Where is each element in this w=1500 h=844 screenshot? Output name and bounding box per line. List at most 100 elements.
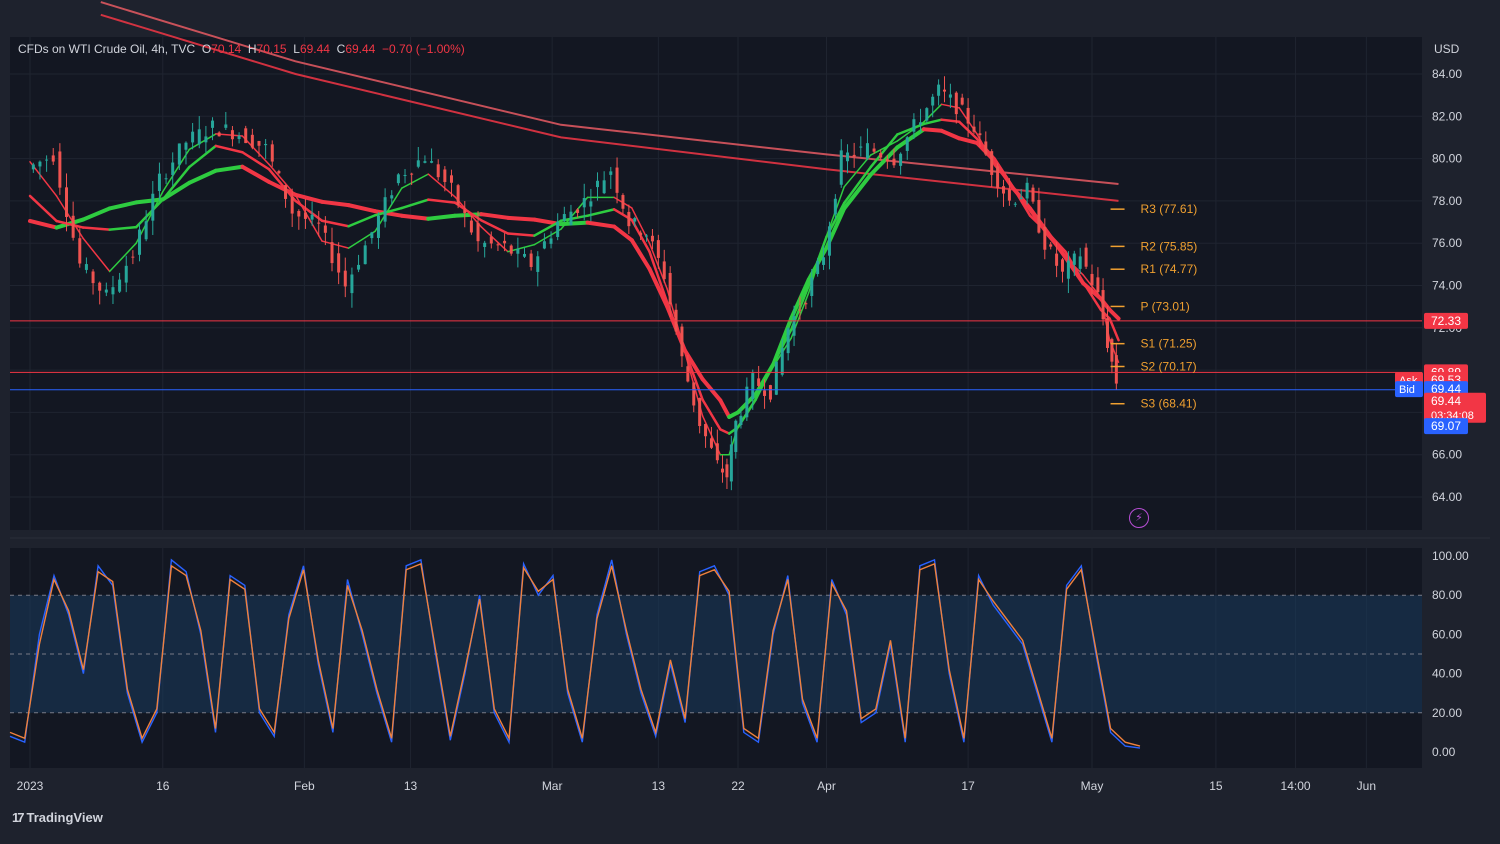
candle-body [104, 289, 108, 293]
ribbon-segment [479, 212, 510, 220]
pivot-label: S2 (70.17) [1141, 360, 1197, 374]
candle-body [892, 158, 896, 166]
ribbon-segment [107, 200, 139, 211]
candle-body [984, 141, 988, 155]
ribbon-segment [81, 206, 112, 222]
ribbon-segment [346, 203, 378, 214]
change-value: −0.70 (−1.00%) [382, 42, 465, 56]
x-tick-label: Mar [542, 779, 563, 793]
candle-body [403, 174, 407, 176]
candle-body [290, 196, 294, 214]
ribbon-segment [718, 398, 732, 419]
pivot-label: S1 (71.25) [1141, 337, 1197, 351]
brand-name: TradingView [26, 810, 103, 825]
candle-body [230, 130, 234, 140]
candle-body [602, 180, 606, 194]
candle-body [1049, 244, 1053, 247]
ribbon-segment [612, 224, 634, 243]
candle-body [556, 221, 560, 237]
candle-body [786, 328, 790, 354]
candle-body [250, 134, 254, 148]
candle-body [780, 347, 784, 375]
candle-body [668, 272, 672, 305]
candle-body [846, 152, 850, 162]
candle-body [792, 316, 796, 336]
ribbon-segment [505, 215, 537, 222]
ribbon-segment [347, 214, 377, 228]
candle-body [509, 245, 513, 254]
candle-body [237, 135, 241, 140]
candle-body [833, 198, 837, 215]
x-tick-label: 14:00 [1281, 779, 1311, 793]
ribbon-segment [896, 121, 925, 142]
price-tag [1424, 312, 1468, 329]
y-tick-label: 66.00 [1432, 448, 1462, 462]
candle-body [297, 210, 301, 217]
candle-body [423, 161, 427, 163]
high-value: 70.15 [256, 42, 287, 56]
candle-body [966, 107, 970, 124]
ribbon-segment [842, 172, 873, 211]
candle-body [931, 96, 935, 106]
ribbon-segment [452, 212, 484, 218]
candle-body [686, 366, 690, 382]
candle-body [912, 119, 916, 132]
candle-body [310, 214, 314, 220]
candle-body [704, 423, 708, 437]
osc-y-tick-label: 60.00 [1432, 627, 1462, 641]
candle-body [343, 270, 347, 287]
candle-body [899, 153, 903, 166]
candle-body [164, 178, 168, 180]
candle-body [1043, 226, 1047, 250]
candle-body [211, 120, 215, 128]
ribbon-segment [843, 154, 872, 188]
candle-body [78, 238, 82, 264]
candle-body [798, 309, 802, 311]
candle-body [1110, 339, 1114, 362]
ribbon-segment [134, 198, 164, 229]
candle-body [317, 222, 321, 224]
ribbon-segment [81, 226, 111, 231]
tradingview-brand[interactable]: 17 TradingView [12, 810, 103, 825]
candle-body [496, 244, 500, 246]
candle-body [456, 185, 460, 206]
candle-body [410, 173, 414, 175]
candle-body [503, 240, 507, 244]
open-value: 70.14 [211, 42, 242, 56]
candle-body [576, 209, 580, 213]
candle-body [383, 197, 387, 222]
low-label: L [293, 42, 300, 56]
candle-body [596, 180, 600, 188]
ribbon-segment [629, 238, 652, 271]
ribbon-segment [480, 219, 510, 235]
ribbon-segment [188, 133, 217, 151]
open-label: O [201, 42, 212, 56]
currency-label[interactable]: USD [1434, 42, 1460, 56]
ribbon-segment [585, 220, 617, 229]
oscillator-series-line [9, 562, 1141, 747]
ribbon-segment [939, 128, 962, 141]
candle-body [948, 94, 952, 98]
candle-body [763, 390, 767, 396]
candle-body [739, 415, 743, 426]
symbol-legend[interactable]: CFDs on WTI Crude Oil, 4h, TVC O70.14 H7… [18, 42, 465, 56]
candle-body [656, 240, 660, 258]
candle-body [774, 361, 778, 395]
candle-body [1007, 189, 1011, 201]
ribbon-segment [268, 163, 297, 197]
candle-body [633, 218, 637, 222]
candle-body [996, 166, 1000, 189]
ribbon-segment [921, 127, 944, 133]
low-value: 69.44 [299, 42, 330, 56]
candle-body [549, 238, 553, 244]
candle-body [151, 193, 155, 221]
x-tick-label: 13 [652, 779, 666, 793]
candle-body [804, 303, 808, 305]
lightning-icon[interactable]: ⚡ [1129, 508, 1149, 528]
y-tick-label: 78.00 [1432, 194, 1462, 208]
candle-body [1084, 247, 1088, 267]
ribbon-segment [241, 151, 271, 171]
osc-y-tick-label: 80.00 [1432, 588, 1462, 602]
y-tick-label: 82.00 [1432, 109, 1462, 123]
